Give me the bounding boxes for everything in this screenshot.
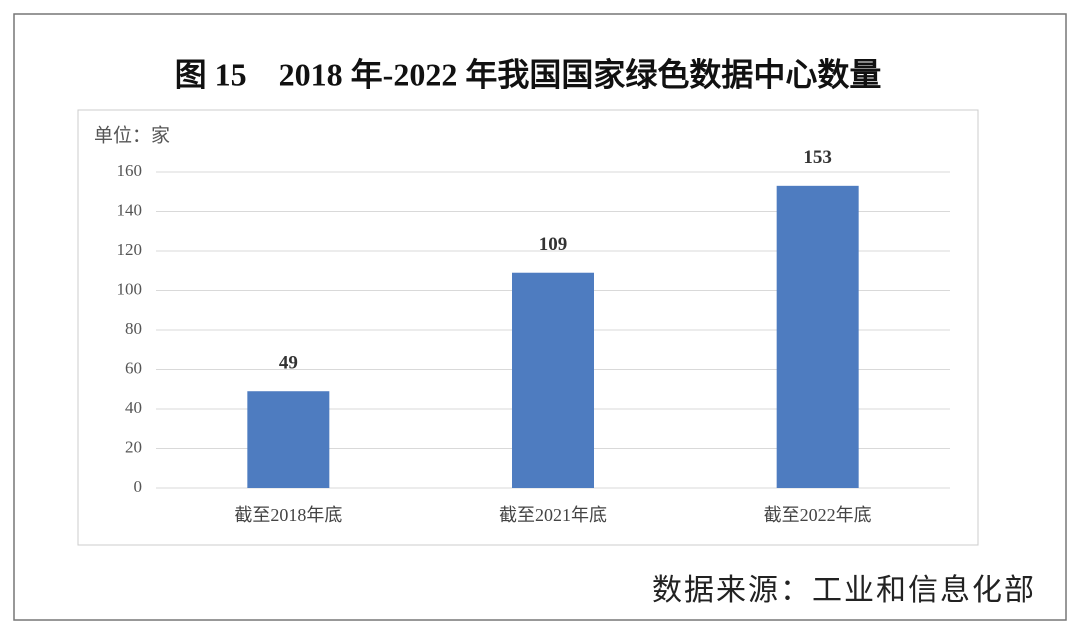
y-tick-label: 80 <box>125 319 142 338</box>
outer-frame <box>13 13 1067 621</box>
y-tick-label: 40 <box>125 398 142 417</box>
y-tick-label: 140 <box>117 200 143 219</box>
y-tick-label: 160 <box>117 161 143 180</box>
y-tick-label: 0 <box>134 477 143 496</box>
value-label: 49 <box>279 353 298 374</box>
y-tick-label: 20 <box>125 437 142 456</box>
y-tick-label: 60 <box>125 358 142 377</box>
bar <box>776 185 859 488</box>
y-axis-label: 单位：家 <box>94 124 170 146</box>
y-tick-label: 100 <box>117 279 143 298</box>
bar <box>512 272 594 488</box>
x-tick-label: 截至2022年底 <box>764 505 872 525</box>
chart-title: 图 15 2018 年-2022 年我国国家绿色数据中心数量 <box>175 56 882 92</box>
value-label: 153 <box>803 147 832 168</box>
plot-frame <box>77 109 979 546</box>
x-tick-label: 截至2021年底 <box>499 505 607 525</box>
bar <box>247 391 330 488</box>
value-label: 109 <box>539 234 568 255</box>
y-tick-label: 120 <box>117 240 143 259</box>
source-note: 数据来源：工业和信息化部 <box>652 574 1036 607</box>
x-tick-label: 截至2018年底 <box>234 505 342 525</box>
